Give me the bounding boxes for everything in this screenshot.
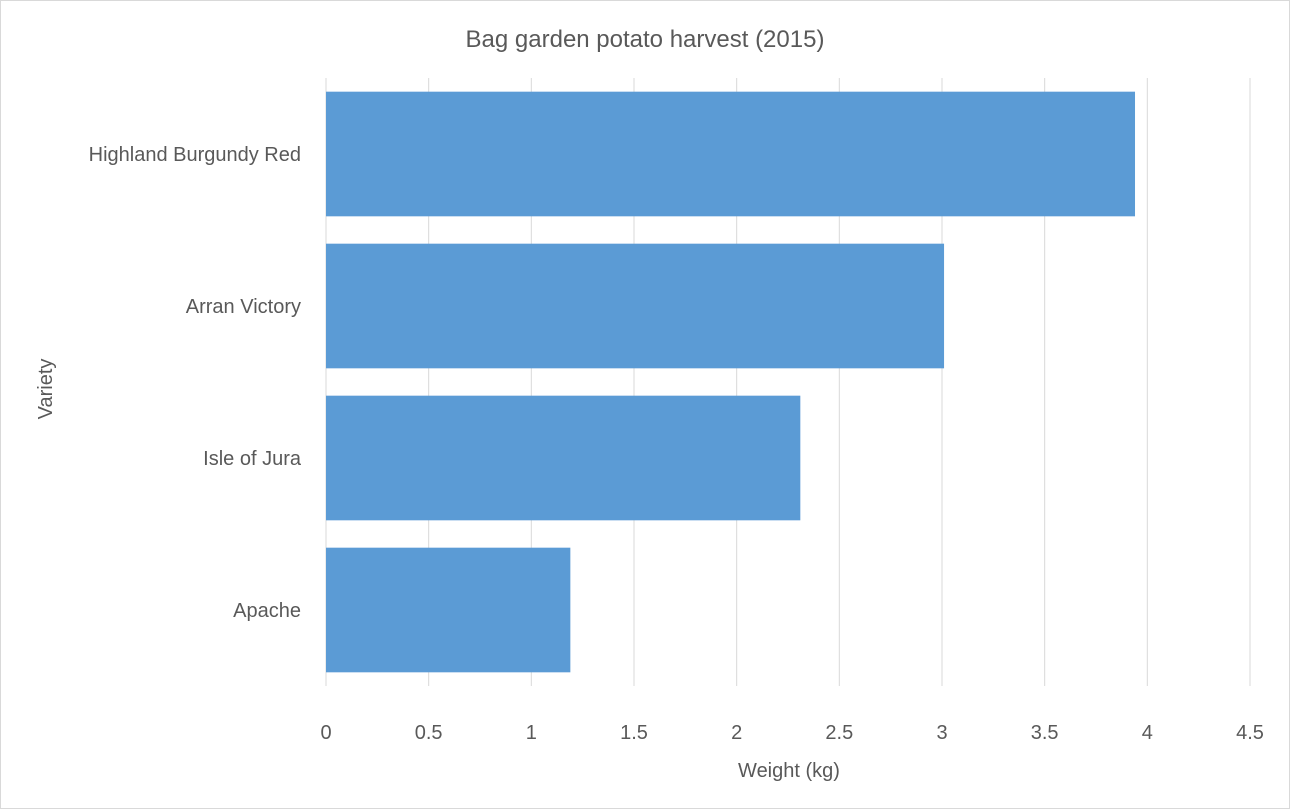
x-tick-labels: 0 0.5 1 1.5 2 2.5 3 3.5 4 4.5 (320, 722, 1263, 744)
x-tick-label: 0.5 (415, 722, 443, 744)
bar (326, 547, 571, 673)
chart-title: Bag garden potato harvest (2015) (466, 26, 825, 53)
category-label: Apache (233, 600, 301, 622)
bar (326, 243, 945, 369)
category-label: Isle of Jura (203, 448, 302, 470)
x-tick-label: 4 (1142, 722, 1153, 744)
category-labels: Highland Burgundy Red Arran Victory Isle o… (89, 144, 302, 622)
x-tick-label: 3.5 (1031, 722, 1059, 744)
x-tick-label: 1.5 (620, 722, 648, 744)
bar (326, 91, 1136, 217)
x-tick-label: 4.5 (1236, 722, 1264, 744)
x-tick-label: 0 (320, 722, 331, 744)
x-tick-label: 3 (936, 722, 947, 744)
x-tick-label: 1 (526, 722, 537, 744)
bars (326, 91, 1136, 673)
bar (326, 395, 801, 521)
y-axis-title: Variety (35, 359, 57, 420)
x-axis-title: Weight (kg) (738, 760, 840, 782)
x-tick-label: 2.5 (825, 722, 853, 744)
category-label: Arran Victory (186, 296, 301, 318)
category-label: Highland Burgundy Red (89, 144, 301, 166)
x-tick-label: 2 (731, 722, 742, 744)
